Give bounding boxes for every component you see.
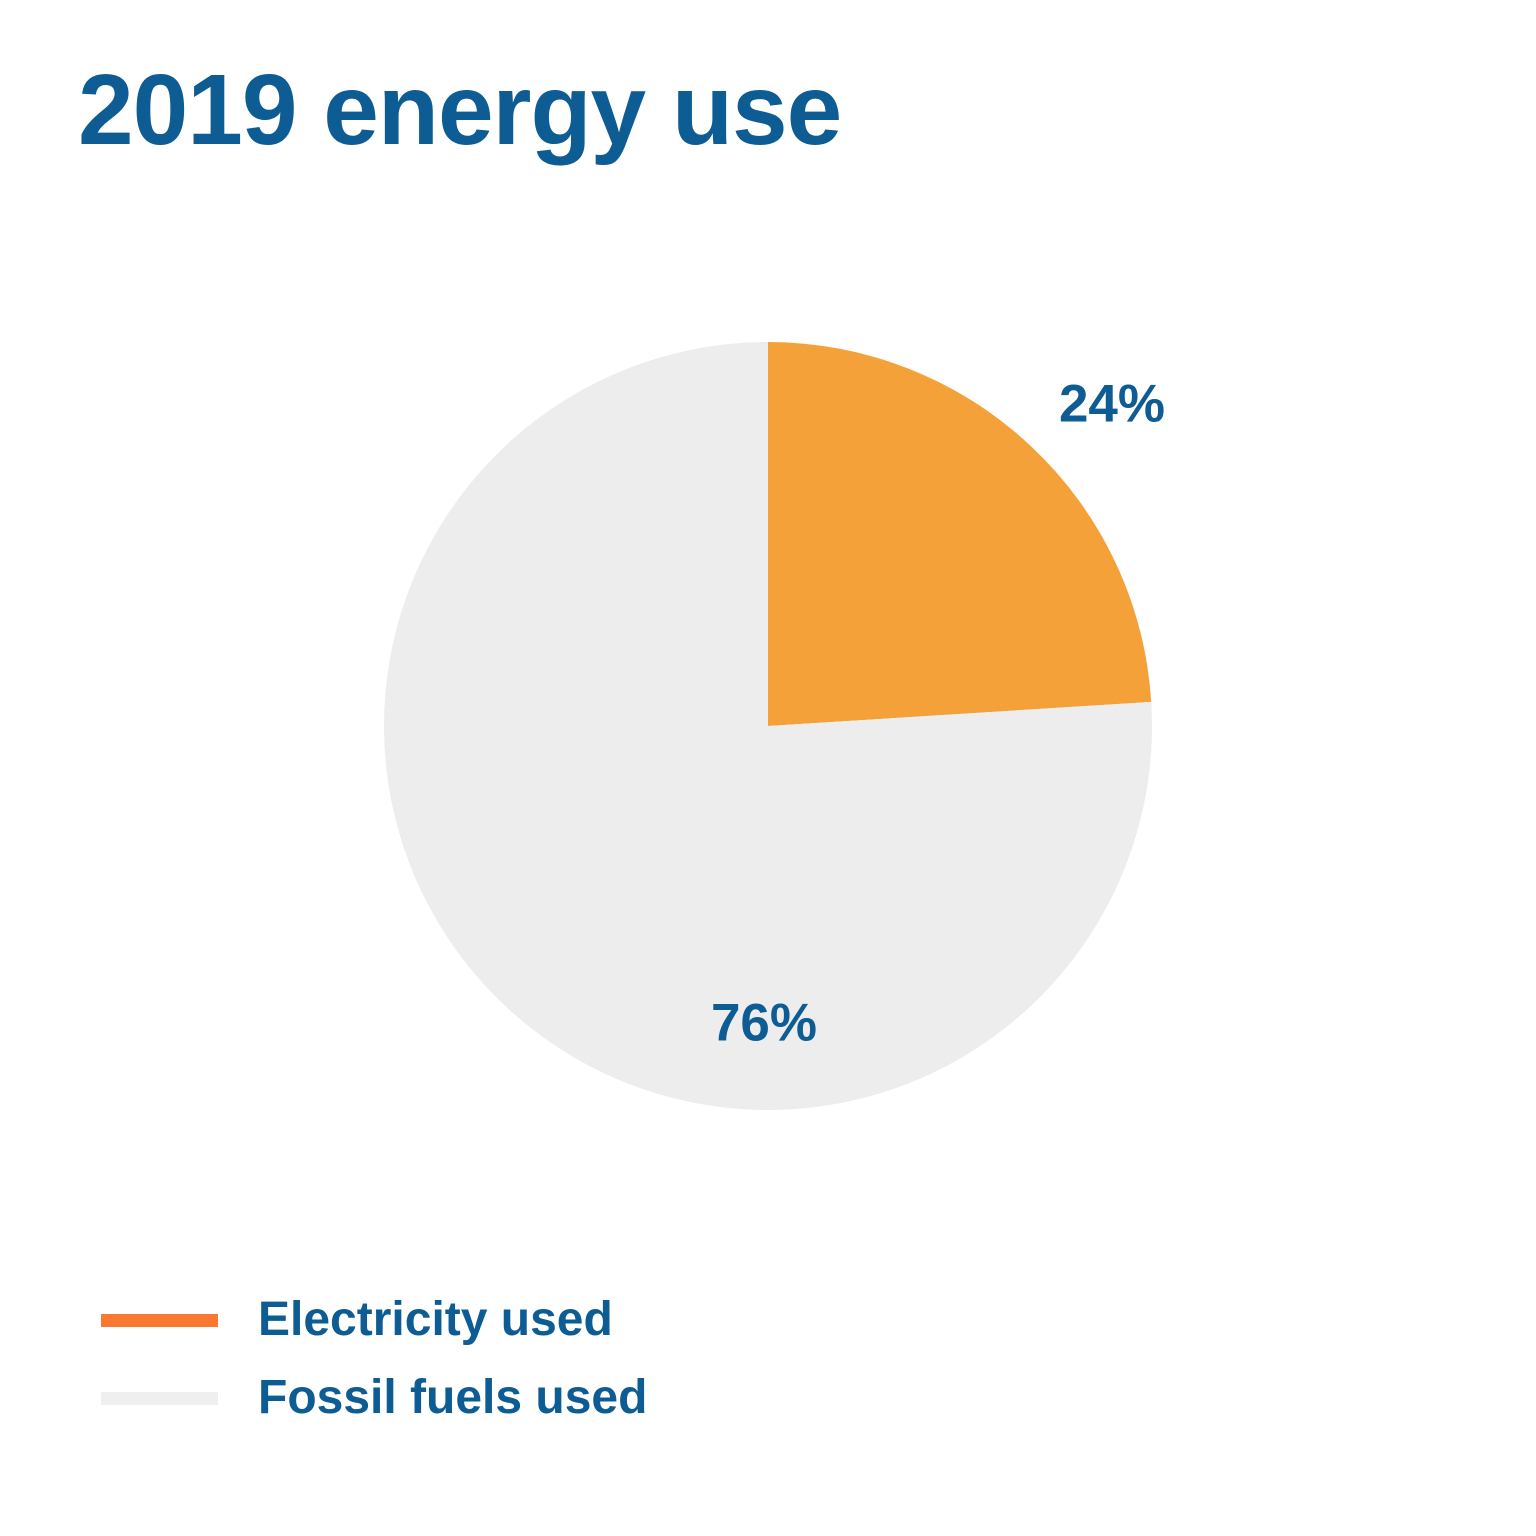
legend-item-electricity: Electricity used bbox=[101, 1296, 647, 1344]
legend-swatch-electricity bbox=[101, 1313, 218, 1327]
pie-slice-fossil-fuels-used bbox=[384, 342, 1152, 1110]
legend-item-fossil-fuels: Fossil fuels used bbox=[101, 1374, 647, 1422]
chart-title: 2019 energy use bbox=[78, 54, 842, 166]
slice-value-label-fossil-fuels: 76% bbox=[710, 993, 818, 1053]
pie-svg bbox=[384, 342, 1152, 1110]
legend-swatch-fossil-fuels bbox=[101, 1391, 218, 1405]
legend-label-fossil-fuels: Fossil fuels used bbox=[258, 1371, 648, 1424]
legend: Electricity used Fossil fuels used bbox=[101, 1296, 647, 1422]
legend-label-electricity: Electricity used bbox=[258, 1293, 613, 1346]
pie-chart bbox=[384, 342, 1152, 1110]
pie-slice-electricity-used bbox=[768, 342, 1152, 726]
slice-value-label-electricity: 24% bbox=[1058, 374, 1166, 434]
